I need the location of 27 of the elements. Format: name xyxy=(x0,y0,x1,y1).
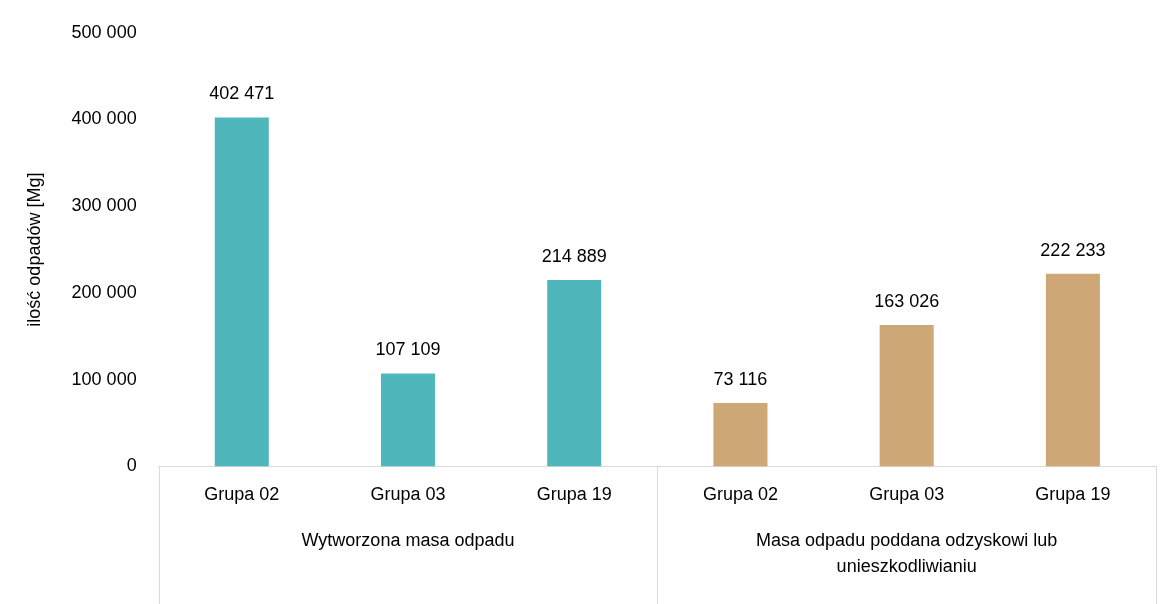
x-tick-label: Grupa 19 xyxy=(536,484,612,505)
x-tick-label: Grupa 03 xyxy=(370,484,446,505)
data-label: 222 233 xyxy=(1040,239,1106,260)
bar xyxy=(1045,273,1100,467)
data-label: 73 116 xyxy=(713,368,768,389)
y-axis-title: ilość odpadów [Mg] xyxy=(23,172,44,327)
x-tick-label: Grupa 03 xyxy=(869,484,945,505)
x-tick-label: Grupa 02 xyxy=(204,484,280,505)
bar xyxy=(380,373,436,467)
y-tick-label: 200 000 xyxy=(71,281,137,302)
y-tick-label: 100 000 xyxy=(71,368,137,389)
text: Masa odpadu poddana odzyskowi lub unieszkodliwianiu xyxy=(756,530,1058,577)
y-tick-label: 300 000 xyxy=(71,195,137,216)
text: Wytworzona masa odpadu xyxy=(301,530,515,551)
bar xyxy=(879,325,934,467)
y-tick-label: 400 000 xyxy=(71,108,137,129)
data-label: 214 889 xyxy=(541,246,607,267)
bar xyxy=(214,117,269,467)
y-tick-label: 500 000 xyxy=(71,21,137,42)
bar xyxy=(713,402,768,467)
x-tick-label: Grupa 02 xyxy=(702,484,778,505)
data-label: 163 026 xyxy=(874,290,940,311)
x-tick-label: Grupa 19 xyxy=(1035,484,1111,505)
y-tick-label: 0 xyxy=(126,455,137,476)
bar xyxy=(547,280,602,467)
data-label: 107 109 xyxy=(375,339,441,360)
data-label: 402 471 xyxy=(209,83,275,104)
